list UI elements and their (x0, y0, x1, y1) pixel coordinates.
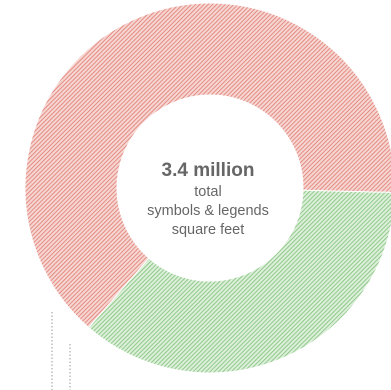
donut-slice-1 (24, 2, 391, 329)
center-value: 3.4 million (162, 160, 255, 181)
leader-lines (51, 312, 71, 390)
center-label: 3.4 million total symbols & legends squa… (147, 160, 269, 238)
center-line-2: symbols & legends (147, 203, 269, 219)
donut-slices (24, 2, 391, 374)
center-line-1: total (194, 184, 221, 200)
donut-slice-2 (87, 189, 391, 374)
center-line-3: square feet (172, 222, 245, 238)
